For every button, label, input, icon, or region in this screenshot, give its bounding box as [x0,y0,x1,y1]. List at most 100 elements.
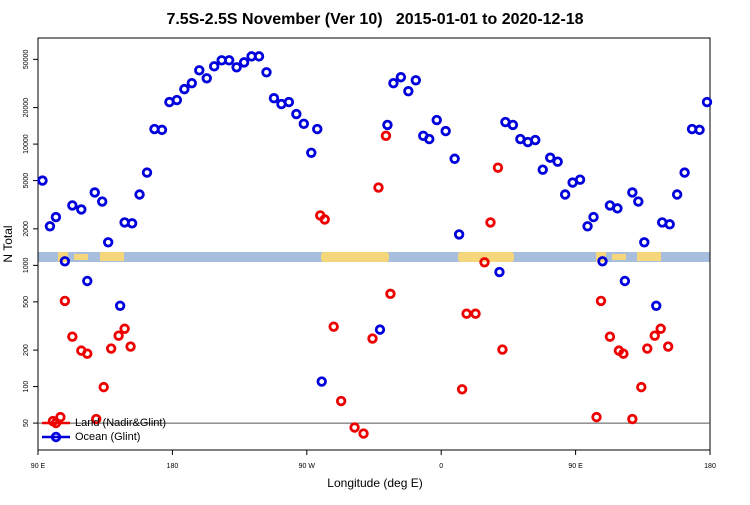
point [156,124,168,136]
y-tick-label: 50 [23,419,30,427]
point [662,341,674,352]
point [485,217,496,228]
point [268,93,280,104]
point [125,341,136,352]
point [507,119,519,131]
point [238,57,250,68]
x-tick-label: 180 [167,463,179,470]
plot-frame [37,37,711,451]
point [604,331,616,342]
point [597,256,608,267]
point [367,333,378,344]
point [497,344,508,355]
point [639,237,650,248]
x-tick-label: 90 W [299,463,316,470]
point [82,275,93,287]
point [612,203,623,214]
y-tick-label: 50000 [23,50,30,70]
point [588,211,599,223]
x-tick-label: 90 E [31,463,46,470]
point [67,200,78,211]
point [591,411,602,423]
land-strip [458,252,514,262]
point [431,114,442,126]
point [651,300,662,311]
series [37,51,713,387]
point [470,308,481,319]
point [126,218,138,229]
point [582,221,593,232]
land-strip [100,252,124,261]
point [694,124,705,136]
point [627,187,638,198]
point [59,295,71,307]
point [319,214,330,225]
land-strip [612,254,626,260]
point [283,96,295,108]
x-tick-label: 180 [704,463,716,470]
point [633,196,644,207]
point [358,428,369,439]
point [67,331,78,342]
x-tick-label: 90 E [568,463,583,470]
point [82,348,93,359]
point [627,413,638,425]
point [37,175,48,186]
y-tick-label: 20000 [23,98,30,118]
legend-label: Land (Nadir&Glint) [75,417,166,429]
point [453,229,465,240]
series [47,130,674,439]
point [385,288,396,300]
point [134,189,145,200]
legend-marker [50,431,62,443]
point [373,182,384,193]
point [403,86,414,97]
y-tick-label: 1000 [23,257,30,273]
point [449,153,460,164]
point [105,343,117,354]
point [574,174,586,185]
point [298,118,310,130]
point [335,395,347,407]
point [440,125,451,137]
point [231,62,242,73]
point [382,119,393,131]
chart-title: 7.5S-2.5S November (Ver 10) 2015-01-01 t… [166,11,583,28]
y-tick-label: 5000 [23,173,30,189]
point [374,324,386,335]
point [479,257,490,268]
point [102,237,114,248]
point [141,167,153,178]
point [642,343,653,354]
point [201,73,212,84]
point [494,266,505,278]
point [113,330,124,341]
point [119,323,130,334]
point [380,130,392,142]
point [186,77,198,89]
point [559,189,571,200]
point [223,55,235,66]
y-tick-label: 2000 [23,221,30,237]
point [44,221,56,232]
point [50,211,62,223]
x-tick-label: 0 [439,463,443,470]
point [179,83,190,95]
point [89,187,100,198]
point [291,108,302,120]
land-strip [637,252,661,261]
point [261,67,272,78]
point [395,72,407,83]
point [492,162,504,173]
point [253,51,265,62]
point [655,323,666,334]
point [91,413,102,425]
point [545,152,556,163]
y-tick-label: 500 [23,296,30,308]
point [636,381,647,393]
land-strip [321,252,389,262]
point [552,156,563,167]
land-strip [74,254,88,260]
y-tick-label: 10000 [23,134,30,154]
point [328,321,339,332]
